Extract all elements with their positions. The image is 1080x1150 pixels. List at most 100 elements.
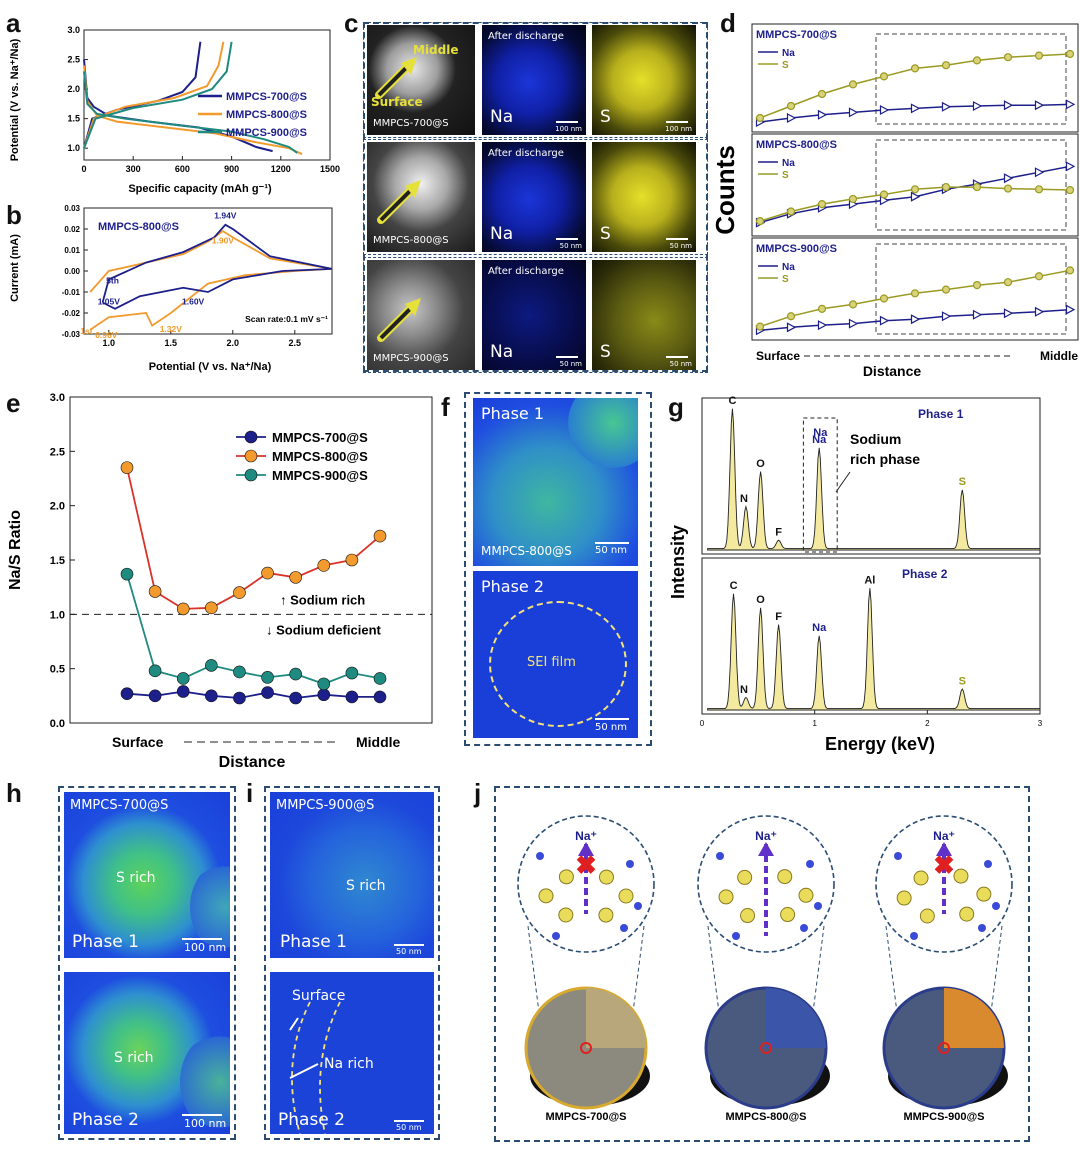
marker-Na [848,107,859,118]
marker-S [972,281,982,290]
na-ion [800,924,808,932]
panel-h-srich-1: S rich [116,870,156,886]
marker-Na [879,315,890,326]
x-tick-label: 0 [81,164,86,174]
sei-film-outline [489,601,627,727]
sulfur-cluster [558,869,574,885]
arrow-shaft [377,63,411,97]
na-ion [806,860,814,868]
haadf-arrow [375,57,417,99]
after-discharge-label: After discharge [488,266,564,277]
eds-spectrum-2 [707,588,1041,711]
cv-annotation: 1.60V [182,297,205,307]
sulfur-cluster [896,890,912,906]
y-tick-label: 0.5 [50,664,65,676]
marker-S [817,200,827,209]
panel-label-d: d [720,8,736,38]
y-tick-label: 0.00 [64,267,80,276]
panel-j-schematic: Na⁺ ✖ MMPCS-700@S Na⁺ MMPCS-800@S Na⁺ ✖ MMPCS-9… [517,815,1013,1123]
after-discharge-label: After discharge [488,148,564,159]
panel-f-scale2: 50 nm [595,722,627,733]
marker-S [786,207,796,216]
ratio-point [373,529,387,543]
haadf-image-2: MMPCS-800@S [367,142,475,252]
na-ion [732,932,740,940]
annot-line-1: Sodium [850,431,901,447]
panel-label-e: e [6,388,21,418]
ratio-point [261,566,274,580]
na-map-label: Na [490,107,514,127]
sulfur-cluster [953,868,969,884]
y-tick-label: 1.5 [67,114,80,124]
legend-label-1: MMPCS-700@S [226,91,307,103]
x-tick-label: 0 [700,719,705,728]
s-map-2: S 50 nm [592,142,696,252]
panel-label-f: f [441,392,450,422]
s-map-label: S [600,107,611,127]
s-map-label: S [600,224,611,244]
ratio-point [289,691,302,705]
spectrum-title: Phase 2 [902,567,948,581]
x-tick-label: 2.0 [227,338,240,348]
marker-Na [1065,161,1076,172]
legend-marker [244,468,258,482]
na-ion [716,852,724,860]
marker-Na [786,113,797,123]
ratio-point [289,571,302,584]
marker-Na [1034,167,1045,178]
marker-Na [848,318,859,329]
marker-S [972,56,982,65]
na-rich-band-outline [289,1001,341,1134]
block-cross: ✖ [933,850,955,880]
marker-Na [972,309,983,320]
spectrum-frame [701,397,1041,555]
haadf-sample-label: MMPCS-900@S [373,353,449,364]
marker-S [817,304,827,313]
na-ion-label: Na⁺ [575,829,597,843]
na-map-label: Na [490,224,514,244]
marker-S [1034,51,1044,60]
d-x-start: Surface [756,349,800,363]
panel-h-sample: MMPCS-700@S [70,798,169,813]
ion-arrow-head [578,842,594,856]
marker-S [1065,185,1075,195]
panel-i-narich: Na rich [324,1056,374,1072]
subplot-frame [751,133,1079,237]
sulfur-cluster [598,907,614,923]
haadf-sample-label: MMPCS-800@S [373,235,449,246]
panel-i-scale-2: 50 nm [396,1123,422,1132]
legend-label-3: MMPCS-900@S [272,468,368,483]
marker-S [1003,278,1013,287]
subplot-title: MMPCS-800@S [756,139,837,151]
panel-i-sample: MMPCS-900@S [276,798,375,813]
middle-region-box [875,243,1067,335]
peak-label-S: S [959,476,966,488]
ratio-point [317,559,331,572]
na-map-1: After discharge Na 100 nm [482,25,586,135]
spectrum-title: Phase 1 [918,407,964,421]
legend-label: S [782,274,789,285]
x-tick-label: 2.5 [289,338,302,348]
na-ion [620,924,628,932]
e-x-start: Surface [112,734,164,750]
panel-i-srich: S rich [346,878,386,894]
panel-i-phase1-label: Phase 1 [280,932,347,952]
cv-annotation: 1.05V [98,297,121,307]
panel-h-phase2-map: S rich Phase 2 100 nm [64,972,230,1134]
chart-b-title: MMPCS-800@S [98,221,179,233]
scale-bar [556,121,578,123]
sulfur-cluster [780,907,796,923]
na-ion-label: Na⁺ [755,829,777,843]
y-tick-label: 3.0 [67,25,80,35]
y-tick-label: 2.5 [50,446,65,458]
x-tick-label: 1200 [271,164,291,174]
na-ion [814,902,822,910]
na-ion [984,860,992,868]
peak-label-O: O [756,458,765,470]
na-ion [978,924,986,932]
s-scale-label: 100 nm [665,125,692,133]
sulfur-cluster [718,889,734,905]
y-tick-label: 2.0 [67,84,80,94]
ratio-point [148,664,162,678]
marker-S [755,113,765,123]
